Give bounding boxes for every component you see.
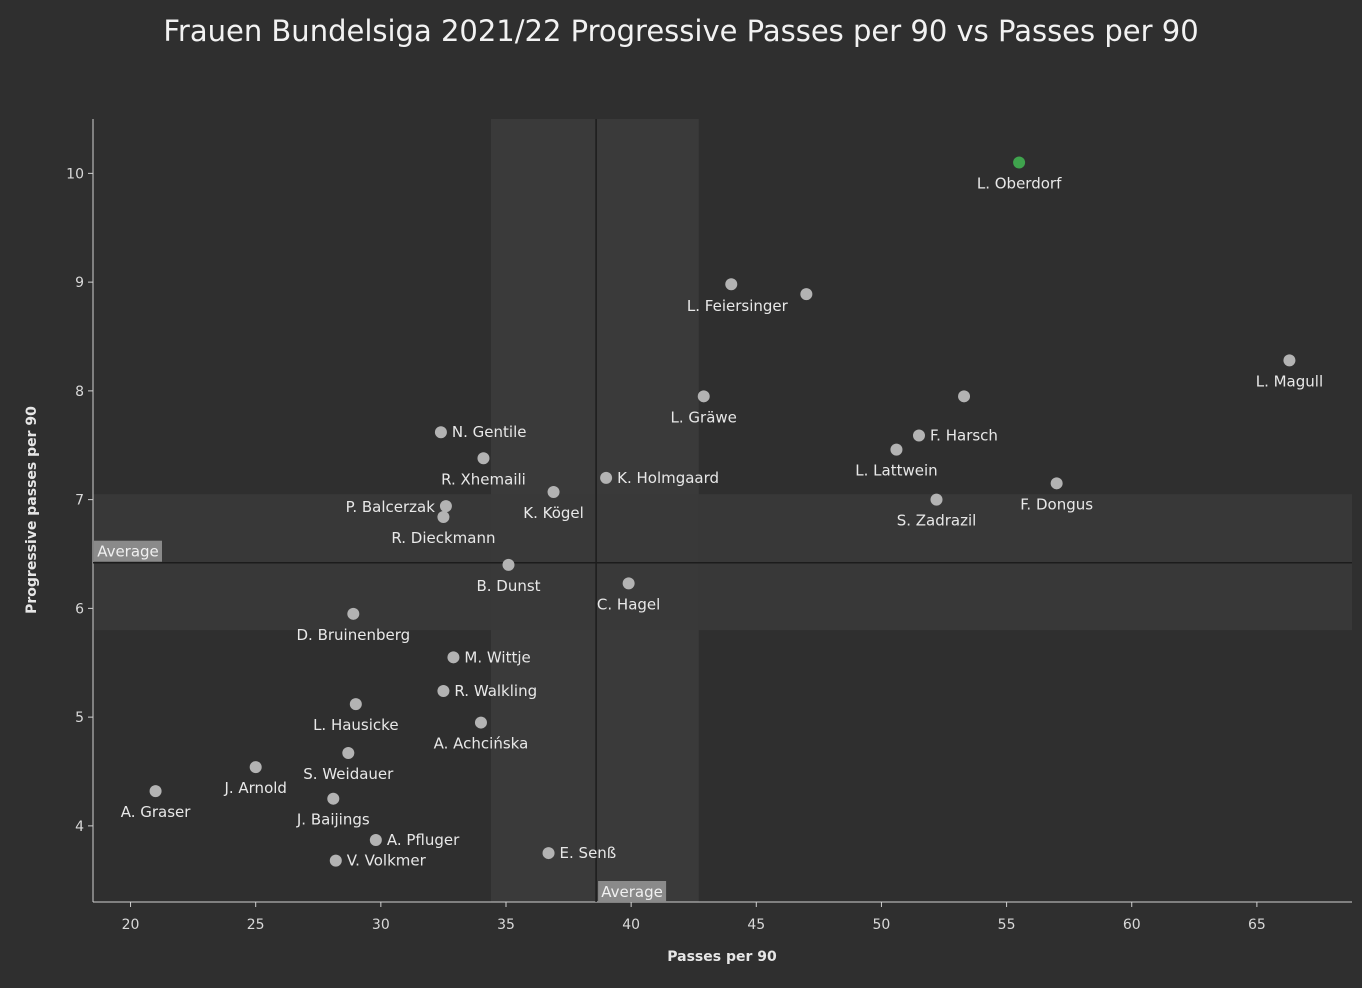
data-point bbox=[958, 390, 971, 403]
axes bbox=[92, 119, 1352, 903]
point-label: N. Gentile bbox=[452, 423, 527, 441]
point-label: K. Kögel bbox=[523, 504, 584, 522]
data-point bbox=[542, 847, 555, 860]
point-label: F. Dongus bbox=[1020, 495, 1093, 513]
data-point bbox=[697, 390, 710, 403]
point-label: R. Dieckmann bbox=[391, 529, 495, 547]
x-tick-label: 40 bbox=[622, 917, 640, 933]
y-tick-label: 7 bbox=[75, 493, 84, 509]
data-point bbox=[502, 558, 515, 571]
point-label: S. Zadrazil bbox=[897, 512, 977, 530]
point-labels: L. Oberdorf L. Feiersinger L. Magull L. Grä… bbox=[121, 175, 1323, 870]
point-label: A. Pfluger bbox=[387, 831, 460, 849]
data-point bbox=[369, 834, 382, 847]
x-average-label-bg bbox=[598, 881, 667, 902]
data-point bbox=[437, 685, 450, 698]
y-axis-title: Progressive passes per 90 bbox=[24, 406, 40, 614]
x-tick-label: 20 bbox=[122, 917, 140, 933]
data-point bbox=[725, 278, 738, 291]
average-lines: Average Average bbox=[93, 119, 1352, 902]
point-label: L. Hausicke bbox=[313, 716, 398, 734]
point-label: L. Feiersinger bbox=[687, 297, 789, 315]
point-label: E. Senß bbox=[560, 844, 617, 862]
y-tick-label: 9 bbox=[75, 275, 84, 291]
x-axis-title: Passes per 90 bbox=[667, 949, 777, 965]
point-label: R. Xhemaili bbox=[441, 470, 526, 488]
data-point bbox=[800, 288, 813, 301]
data-point bbox=[347, 607, 360, 620]
point-label: D. Bruinenberg bbox=[296, 626, 410, 644]
chart-title: Frauen Bundelsiga 2021/22 Progressive Pa… bbox=[163, 14, 1198, 48]
data-point bbox=[439, 500, 452, 513]
y-tick-label: 5 bbox=[75, 710, 84, 726]
data-point bbox=[1283, 354, 1296, 367]
data-point bbox=[912, 429, 925, 442]
x-average-label: Average bbox=[601, 883, 663, 901]
point-label: M. Wittje bbox=[464, 648, 530, 666]
point-label: B. Dunst bbox=[476, 577, 540, 595]
y-tick-label: 6 bbox=[75, 601, 84, 617]
data-point bbox=[327, 792, 340, 805]
data-point bbox=[349, 698, 362, 711]
point-label: F. Harsch bbox=[930, 426, 998, 444]
data-point bbox=[930, 493, 943, 506]
data-point bbox=[1050, 477, 1063, 490]
data-point bbox=[342, 747, 355, 760]
point-label: L. Gräwe bbox=[671, 408, 737, 426]
data-point bbox=[437, 511, 450, 524]
data-point bbox=[474, 716, 487, 729]
x-tick-label: 55 bbox=[998, 917, 1016, 933]
data-point bbox=[547, 486, 560, 499]
data-point bbox=[890, 443, 903, 456]
data-point bbox=[249, 761, 262, 774]
point-label: J. Baijings bbox=[296, 811, 370, 829]
point-label: V. Volkmer bbox=[347, 852, 427, 870]
x-tick-label: 35 bbox=[497, 917, 515, 933]
x-tick-label: 25 bbox=[247, 917, 265, 933]
x-tick-label: 45 bbox=[747, 917, 765, 933]
y-tick-label: 8 bbox=[75, 384, 84, 400]
point-label: C. Hagel bbox=[597, 595, 660, 613]
y-average-label: Average bbox=[97, 543, 159, 561]
data-point bbox=[329, 854, 342, 867]
point-label: J. Arnold bbox=[223, 779, 287, 797]
x-tick-label: 30 bbox=[372, 917, 390, 933]
y-tick-label: 4 bbox=[75, 819, 84, 835]
data-point bbox=[600, 471, 613, 484]
data-point bbox=[149, 785, 162, 798]
data-point bbox=[434, 426, 447, 439]
point-label: A. Achcińska bbox=[434, 735, 529, 753]
y-tick-label: 10 bbox=[66, 166, 84, 182]
data-point bbox=[622, 577, 635, 590]
point-label: K. Holmgaard bbox=[617, 469, 719, 487]
point-label: L. Magull bbox=[1256, 372, 1323, 390]
data-point bbox=[1013, 156, 1026, 169]
data-point bbox=[477, 452, 490, 465]
point-label: P. Balcerzak bbox=[346, 498, 436, 516]
x-tick-label: 60 bbox=[1123, 917, 1141, 933]
data-points bbox=[149, 156, 1296, 867]
y-average-label-bg bbox=[94, 540, 162, 562]
point-label: R. Walkling bbox=[454, 682, 537, 700]
point-label: L. Lattwein bbox=[855, 462, 937, 480]
point-label: A. Graser bbox=[121, 803, 192, 821]
x-tick-label: 50 bbox=[873, 917, 891, 933]
x-tick-label: 65 bbox=[1248, 917, 1266, 933]
point-label: L. Oberdorf bbox=[977, 175, 1062, 193]
point-label: S. Weidauer bbox=[303, 765, 394, 783]
data-point bbox=[447, 651, 460, 664]
